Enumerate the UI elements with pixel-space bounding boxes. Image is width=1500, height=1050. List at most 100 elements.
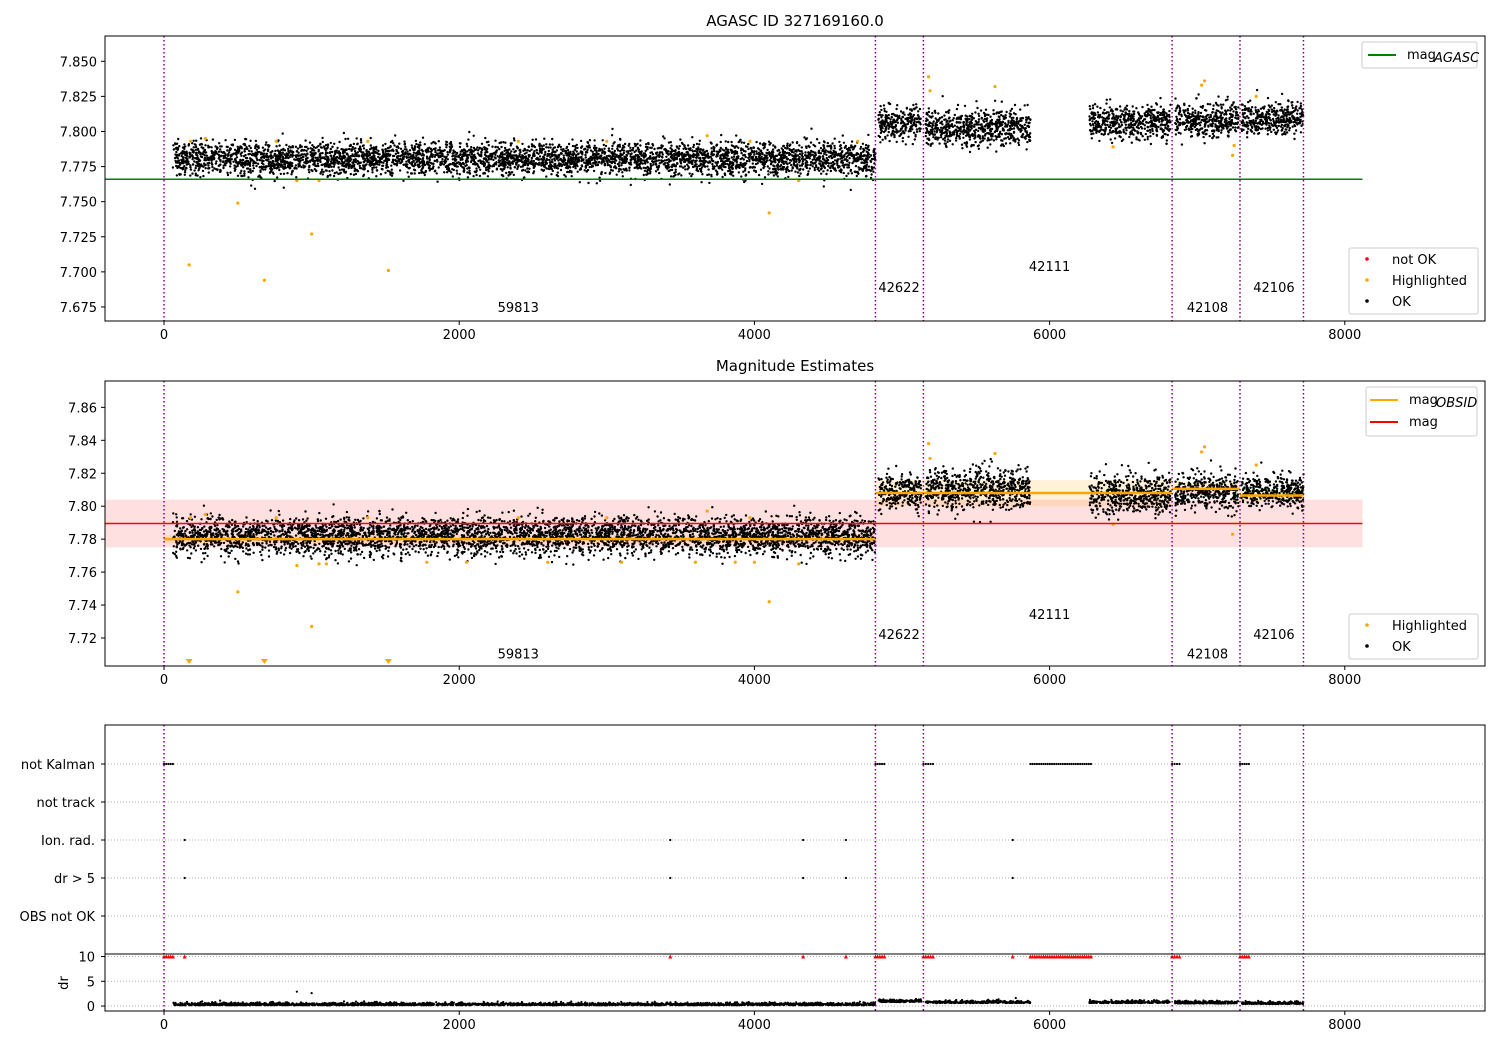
ok-point — [441, 154, 444, 158]
ok-point — [556, 156, 559, 159]
ok-point — [760, 182, 764, 186]
ok-point — [628, 142, 631, 146]
ok-point — [235, 156, 239, 159]
ok-point — [821, 161, 824, 164]
ok-point — [403, 140, 406, 143]
ok-point — [679, 138, 682, 141]
ok-point — [854, 144, 857, 148]
ok-point — [476, 149, 480, 152]
ok-point — [882, 104, 886, 107]
ok-point — [351, 148, 354, 151]
ok-point — [207, 167, 211, 170]
ok-point — [329, 165, 332, 168]
ok-point — [303, 145, 307, 149]
ok-point — [288, 151, 291, 154]
ok-point — [672, 175, 675, 178]
ok-point — [396, 155, 399, 159]
ok-point — [337, 166, 340, 169]
ok-point — [742, 149, 746, 153]
ok-point — [468, 166, 471, 170]
ok-point — [698, 160, 701, 163]
ok-point — [329, 154, 332, 157]
ok-point — [1002, 129, 1006, 132]
ok-point — [192, 146, 195, 149]
ok-point — [532, 166, 535, 170]
ok-point — [811, 158, 814, 161]
ok-point — [804, 163, 808, 166]
ok-point — [505, 148, 508, 152]
ok-point — [740, 175, 743, 178]
ok-point — [573, 144, 577, 148]
ok-point — [669, 159, 672, 163]
ok-point — [822, 170, 825, 173]
ok-point — [388, 149, 391, 153]
ok-point — [341, 164, 344, 167]
ok-point — [220, 154, 223, 157]
ok-point — [368, 163, 371, 166]
ok-point — [487, 144, 490, 147]
ok-point — [593, 144, 596, 147]
ok-point — [355, 137, 358, 140]
ok-point — [884, 118, 887, 121]
ok-point — [433, 170, 436, 173]
ok-point — [913, 138, 916, 141]
ok-point — [343, 150, 346, 154]
ok-point — [627, 144, 630, 147]
ok-point — [295, 167, 298, 170]
ok-point — [848, 157, 851, 160]
ok-point — [585, 170, 588, 173]
ok-point — [232, 160, 235, 163]
ok-point — [877, 118, 880, 121]
ok-point — [801, 162, 804, 165]
ok-point — [276, 157, 279, 161]
ok-point — [199, 137, 203, 140]
ok-point — [666, 164, 669, 167]
ok-point — [456, 165, 459, 168]
ok-point — [577, 160, 581, 163]
ok-point — [888, 139, 891, 143]
ok-point — [615, 173, 618, 176]
ok-point — [800, 146, 803, 149]
ok-point — [362, 157, 365, 160]
ok-point — [253, 187, 257, 190]
ok-point — [603, 152, 606, 155]
ok-point — [268, 160, 271, 164]
ok-point — [586, 162, 590, 165]
ok-point — [737, 146, 740, 149]
ok-point — [229, 154, 233, 157]
ok-point — [798, 174, 801, 178]
ok-point — [501, 153, 504, 156]
ok-point — [785, 170, 788, 174]
ok-point — [702, 157, 706, 160]
ok-point — [273, 164, 276, 168]
ok-point — [807, 170, 810, 173]
ok-point — [670, 150, 674, 153]
ok-point — [860, 168, 864, 171]
ok-point — [488, 167, 491, 170]
ok-point — [387, 157, 390, 160]
ok-point — [445, 146, 448, 149]
ok-point — [800, 150, 803, 153]
ok-point — [552, 146, 555, 150]
ok-point — [638, 162, 642, 166]
ok-point — [778, 165, 782, 168]
ok-point — [776, 149, 779, 152]
ok-point — [781, 157, 784, 161]
ok-point — [320, 156, 323, 160]
ok-point — [509, 166, 512, 169]
ok-point — [362, 144, 365, 147]
ok-point — [338, 140, 341, 144]
ok-point — [303, 153, 306, 156]
ok-point — [176, 160, 180, 163]
ok-point — [342, 131, 346, 135]
ok-point — [335, 159, 339, 162]
ok-point — [763, 161, 767, 164]
ok-point — [247, 170, 250, 174]
ok-point — [502, 158, 506, 161]
ok-point — [678, 144, 681, 148]
ok-point — [1015, 118, 1018, 122]
ok-point — [968, 114, 971, 118]
ok-point — [382, 161, 385, 164]
ok-point — [523, 148, 526, 151]
ok-point — [239, 158, 242, 162]
